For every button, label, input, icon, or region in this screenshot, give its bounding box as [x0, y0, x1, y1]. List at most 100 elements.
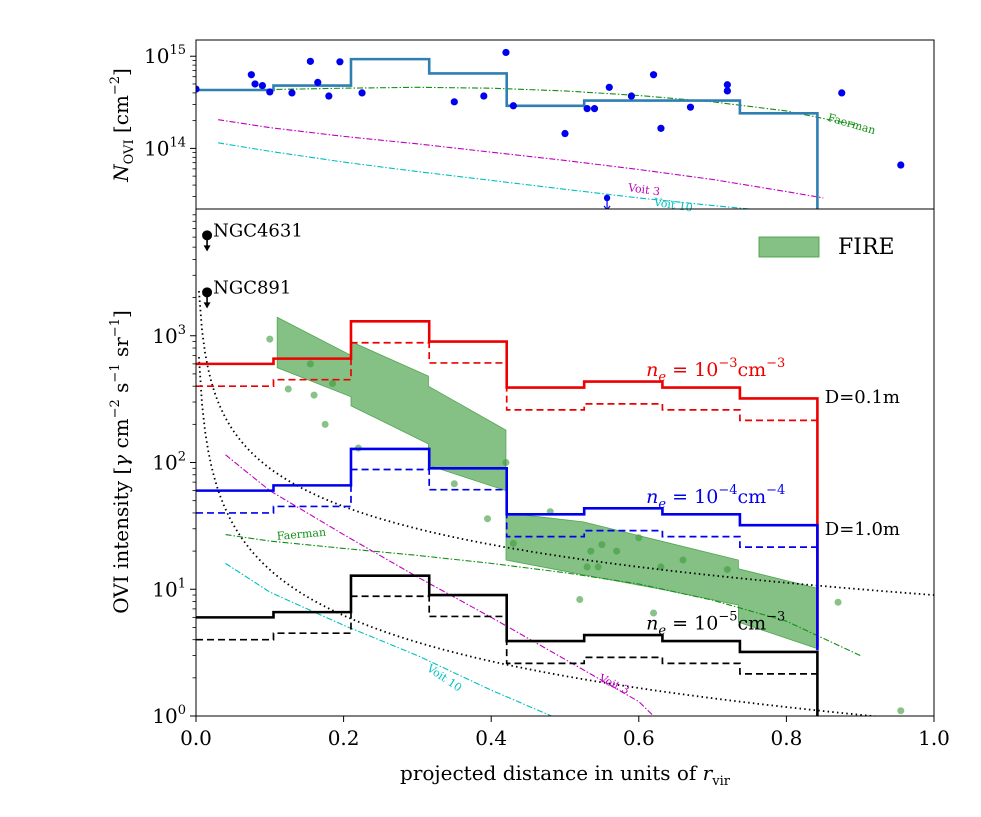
- series-label-ne_1e-4: ne = 10−4cm−4: [646, 483, 785, 512]
- fire-data-point: [613, 547, 621, 555]
- top-data-point: [266, 88, 274, 96]
- top-data-point: [509, 102, 517, 110]
- top-model-voit-3: [218, 119, 824, 199]
- series-label-sub: e: [658, 497, 666, 512]
- ytick-exp: 2: [178, 450, 186, 465]
- series-label-unit-exp: −4: [766, 483, 785, 498]
- top-ylabel-end: ]: [109, 68, 133, 76]
- top-data-point: [657, 124, 665, 132]
- fire-data-point: [502, 459, 510, 466]
- top-model-voit-10: [218, 142, 750, 209]
- ytick-exp: 1: [178, 576, 186, 591]
- bottom-ytick-label-1: 101: [152, 576, 186, 601]
- ytick-base: 10: [144, 44, 169, 68]
- fire-data-point: [321, 420, 329, 428]
- bottom-model-voit-10: [225, 562, 553, 716]
- xlabel-r: r: [703, 761, 714, 785]
- top-data-point: [723, 81, 731, 89]
- top-data-point: [251, 80, 259, 88]
- xtick-label: 1.0: [918, 726, 950, 750]
- bottom-ylabel-exp2: −1: [108, 363, 123, 382]
- bottom-ylabel-exp3: −1: [108, 318, 123, 337]
- ytick-base: 10: [152, 324, 177, 348]
- bottom-ylabel-gamma: γ: [109, 455, 133, 467]
- fire-data-point: [583, 563, 591, 571]
- top-ylabel-unit: [cm: [109, 95, 133, 139]
- series-label-unit-exp: −3: [766, 610, 785, 625]
- bottom-ytick-label-2: 102: [152, 450, 186, 475]
- top-data-point: [314, 78, 322, 87]
- fire-data-point: [329, 380, 337, 388]
- fire-data-point: [266, 335, 274, 343]
- histogram-solid-ne_1e-5: [196, 574, 819, 716]
- top-data-point: [480, 92, 488, 100]
- top-ytick-label-14: 1014: [144, 135, 186, 160]
- xtick-label: 0.8: [770, 726, 802, 750]
- top-data-point: [627, 92, 636, 100]
- top-model-faerman: [196, 86, 861, 127]
- fire-data-point: [657, 563, 665, 571]
- fire-data-point: [635, 534, 643, 542]
- bottom-model-faerman: [225, 534, 861, 657]
- dotted-curve-d-0-1m: [198, 291, 934, 596]
- top-data-point: [897, 161, 905, 169]
- fire-data-point: [484, 515, 492, 523]
- galaxy-label-ngc891: NGC891: [213, 277, 291, 298]
- series-label-eq: = 10: [666, 613, 718, 635]
- galaxy-arrow-head-ngc4631: [203, 245, 211, 252]
- dotted-label-d-1-0m: D=1.0m: [825, 519, 900, 540]
- fire-data-point: [897, 707, 905, 715]
- top-data-point: [838, 89, 846, 97]
- series-label-exp: −3: [718, 356, 737, 371]
- top-data-point: [649, 71, 658, 79]
- ytick-exp: 0: [178, 703, 186, 718]
- fire-data-point: [509, 539, 517, 547]
- top-axes-frame: [195, 39, 935, 210]
- series-label-sub: e: [658, 624, 666, 639]
- top-data-point: [258, 82, 267, 90]
- galaxy-label-ngc4631: NGC4631: [213, 220, 303, 241]
- top-data-point: [196, 85, 200, 93]
- series-label-eq: = 10: [666, 486, 718, 508]
- ytick-base: 10: [144, 136, 169, 160]
- fire-data-point: [598, 541, 606, 549]
- bottom-label-faerman: Faerman: [276, 526, 326, 543]
- series-label-unit-exp: −3: [766, 356, 785, 371]
- top-ylabel-sub: OVI: [122, 139, 137, 164]
- top-data-point: [336, 58, 344, 66]
- xlabel-text: projected distance in units of: [400, 761, 703, 785]
- galaxy-arrow-head-ngc891: [203, 302, 211, 309]
- fire-data-point: [587, 547, 595, 555]
- series-label-ne_1e-3: ne = 10−3cm−3: [646, 356, 785, 385]
- series-label-exp: −4: [718, 483, 737, 498]
- ytick-exp: 15: [169, 43, 186, 58]
- histogram-solid-ne_1e-3: [196, 320, 819, 648]
- fire-data-point: [306, 360, 314, 368]
- top-data-point: [605, 83, 613, 91]
- ytick-base: 10: [152, 451, 177, 475]
- top-data-point: [686, 103, 695, 111]
- series-label-unit: cm: [737, 359, 766, 381]
- ytick-exp: 3: [178, 323, 186, 338]
- top-data-point: [450, 98, 458, 106]
- legend-swatch-fire: [758, 236, 820, 258]
- top-ylabel-n: N: [109, 163, 133, 183]
- fire-data-point: [310, 391, 318, 399]
- top-label-voit-3: Voit 3: [626, 181, 660, 198]
- fire-data-point: [450, 480, 458, 488]
- top-panel-plot: [196, 48, 905, 209]
- top-upper-limit-arrow-head: [603, 205, 611, 209]
- legend: FIRE: [758, 235, 895, 260]
- bottom-ylabel-pre: OVI intensity [: [109, 467, 133, 614]
- bottom-label-voit-10: Voit 10: [424, 661, 464, 694]
- xlabel: projected distance in units of rvir: [400, 761, 731, 789]
- top-data-point: [247, 71, 255, 79]
- bottom-label-voit-3: Voit 3: [596, 671, 631, 697]
- legend-label-fire: FIRE: [838, 235, 895, 260]
- bottom-ylabel-exp1: −2: [108, 399, 123, 418]
- series-label-ne_1e-5: ne = 10−5cm−3: [646, 610, 785, 639]
- bottom-ylabel-end: ]: [109, 310, 133, 318]
- fire-data-point: [723, 566, 731, 574]
- bottom-ylabel-sr: sr: [109, 337, 133, 364]
- series-label-n: n: [646, 359, 658, 381]
